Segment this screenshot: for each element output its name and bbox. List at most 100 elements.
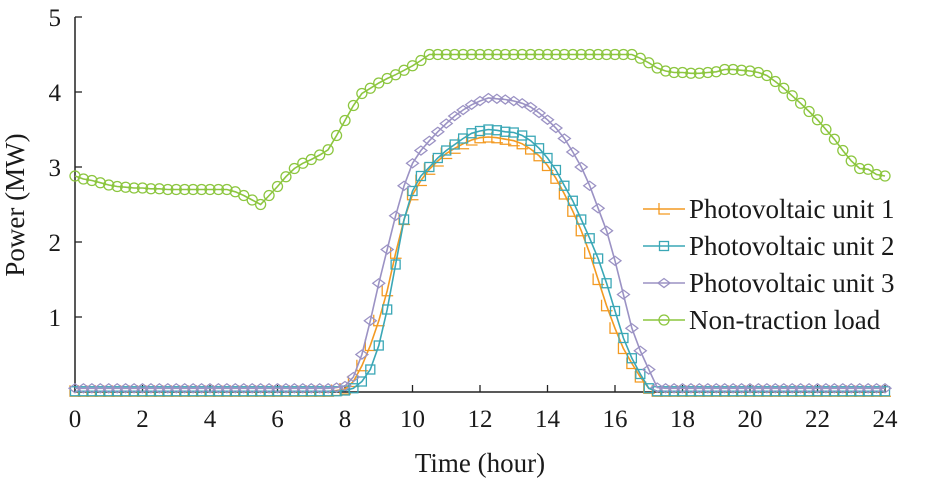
legend: Photovoltaic unit 1 Photovoltaic unit 2 Ph… <box>643 194 895 335</box>
x-tick-label: 14 <box>535 406 561 433</box>
data-point <box>633 345 648 357</box>
data-point <box>584 247 596 259</box>
data-point <box>617 342 630 355</box>
data-point <box>658 382 673 394</box>
data-point <box>330 129 343 142</box>
legend-label: Non-traction load <box>689 305 881 335</box>
data-point <box>94 177 106 189</box>
series-line <box>74 53 886 206</box>
data-point <box>659 65 672 77</box>
data-point <box>735 64 748 76</box>
data-point <box>322 144 334 156</box>
data-point <box>719 63 731 76</box>
data-point <box>499 48 511 61</box>
x-tick-label: 16 <box>603 406 628 433</box>
data-point <box>575 48 587 61</box>
data-point <box>364 82 376 94</box>
data-point <box>407 185 418 197</box>
data-point <box>650 382 665 393</box>
data-point <box>852 382 867 394</box>
data-point <box>424 161 435 173</box>
data-point <box>683 382 699 394</box>
legend-label: Photovoltaic unit 2 <box>689 231 895 261</box>
data-point <box>238 189 250 202</box>
data-point <box>390 259 401 270</box>
data-point <box>626 353 638 364</box>
data-point <box>558 48 571 61</box>
data-point <box>356 87 368 100</box>
data-point <box>321 382 336 394</box>
data-point <box>162 183 174 196</box>
data-point <box>869 382 884 394</box>
data-point <box>152 382 167 394</box>
data-point <box>618 332 629 344</box>
data-point <box>550 164 562 176</box>
data-point <box>861 382 876 394</box>
data-point <box>228 382 243 394</box>
data-point <box>700 382 715 394</box>
data-point <box>314 149 326 161</box>
data-point <box>261 382 277 394</box>
data-point <box>641 364 656 375</box>
data-point <box>398 64 410 76</box>
data-point <box>524 143 537 155</box>
data-point <box>136 182 149 194</box>
legend-label: Photovoltaic unit 3 <box>689 268 895 298</box>
data-point <box>236 382 251 394</box>
data-point <box>658 314 670 326</box>
data-point <box>776 382 791 394</box>
data-point <box>726 382 741 394</box>
data-point <box>211 382 226 394</box>
series-line <box>75 97 885 390</box>
data-point <box>388 210 403 222</box>
data-point <box>845 155 857 167</box>
legend-entry: Non-traction load <box>643 305 881 335</box>
data-point <box>422 135 437 147</box>
data-point <box>373 77 385 89</box>
data-point <box>86 174 98 187</box>
data-point <box>717 382 732 394</box>
data-point <box>516 48 528 61</box>
data-point <box>179 183 191 196</box>
data-point <box>811 114 824 126</box>
data-point <box>785 382 800 394</box>
data-point <box>666 382 682 394</box>
data-point <box>194 382 209 394</box>
data-point <box>76 382 91 394</box>
y-tick-label: 2 <box>49 230 62 257</box>
data-point <box>515 97 530 109</box>
data-point <box>212 183 225 196</box>
data-point <box>558 188 571 200</box>
data-point <box>347 99 360 112</box>
data-point <box>221 183 233 196</box>
data-point <box>542 152 553 164</box>
x-tick-label: 18 <box>670 406 695 433</box>
data-point <box>288 162 301 175</box>
data-point <box>489 93 504 105</box>
data-point <box>854 162 866 175</box>
data-point <box>254 198 267 211</box>
data-point <box>751 382 766 394</box>
data-point <box>616 289 631 300</box>
data-point <box>624 322 639 334</box>
data-point <box>675 382 690 394</box>
data-point <box>153 183 166 195</box>
data-point <box>742 382 758 394</box>
data-point <box>709 382 724 394</box>
data-point <box>576 214 587 225</box>
data-point <box>524 48 537 61</box>
y-tick-label: 5 <box>49 5 62 32</box>
data-point <box>270 382 285 394</box>
data-point <box>879 386 891 397</box>
data-point <box>482 48 495 61</box>
data-point <box>498 94 513 105</box>
data-point <box>702 66 714 79</box>
data-point <box>449 139 460 150</box>
data-point <box>828 133 841 145</box>
data-point <box>457 48 469 61</box>
data-point <box>870 168 883 181</box>
data-point <box>786 90 798 102</box>
data-point <box>354 349 369 360</box>
data-point <box>491 131 503 144</box>
data-point <box>187 183 199 196</box>
